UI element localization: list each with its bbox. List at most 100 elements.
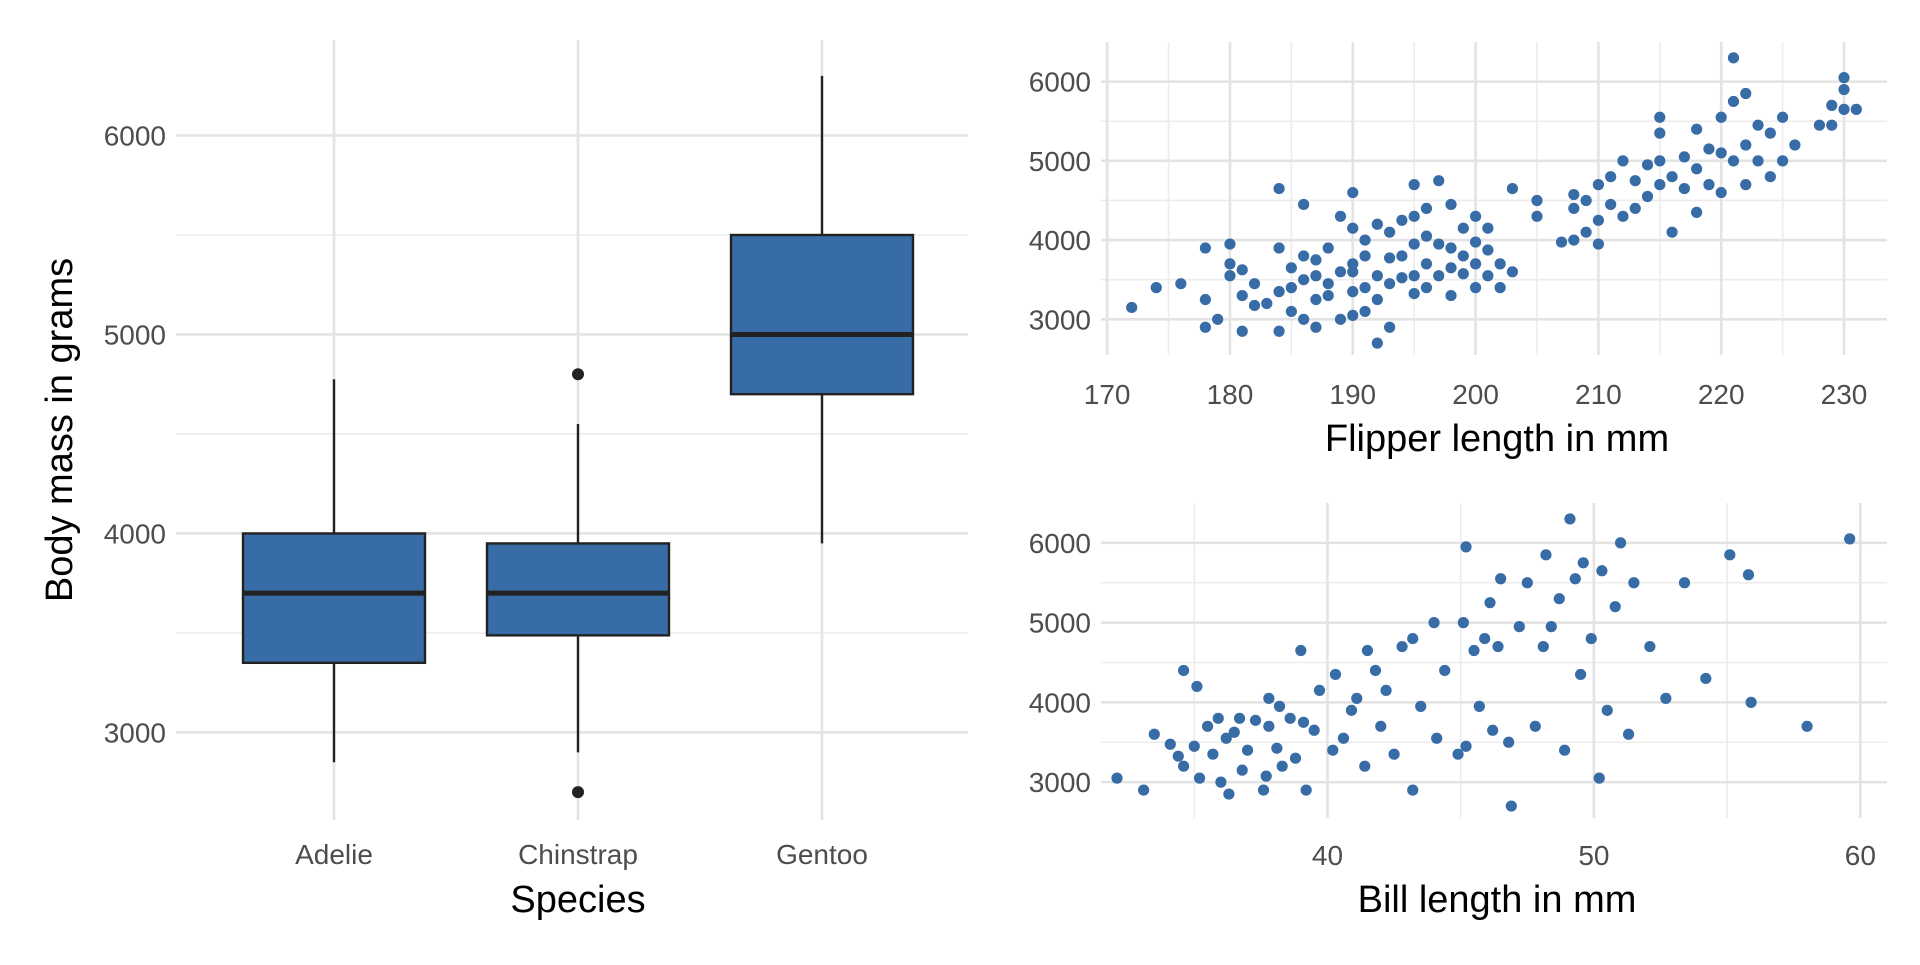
bill-point-48 [1407,632,1419,645]
bill-point-4 [1172,750,1184,762]
outlier-point-chinstrap-0 [572,786,584,799]
flip-point-90 [1555,236,1568,248]
flip-point-60 [1408,238,1420,250]
flip-point-80 [1469,210,1482,222]
bill-point-53 [1452,748,1464,760]
flip-point-27 [1310,321,1322,333]
flip-point-1 [1150,282,1162,294]
bill-point-52 [1439,664,1451,677]
flip-point-5 [1199,242,1211,254]
boxplot-x-tick-labels: Adelie Chinstrap Gentoo [295,839,868,870]
iqr-box-adelie [241,532,427,665]
bill-point-65 [1505,800,1517,812]
flip-point-77 [1469,282,1482,294]
flipper-y-tick-labels: 3000 4000 5000 6000 [1029,67,1091,336]
iqr-box-chinstrap [485,542,671,637]
flip-point-111 [1666,226,1678,238]
flip-point-126 [1740,179,1752,191]
bill-points [1111,513,1856,812]
bill-point-7 [1188,740,1200,752]
flip-point-117 [1691,123,1703,135]
boxplot-panel: 3000 4000 5000 6000 Adelie Chinstrap Gentoo S… [39,40,968,921]
flip-point-52 [1384,278,1396,290]
flip-point-123 [1727,155,1740,167]
bill-point-94 [1844,533,1856,545]
flip-point-26 [1298,198,1310,211]
bill-point-14 [1220,732,1232,744]
flip-point-128 [1740,87,1752,100]
bill-point-3 [1164,738,1176,750]
flip-point-7 [1224,270,1236,282]
flip-point-112 [1666,171,1678,183]
bill-y-tick-3: 6000 [1029,528,1091,559]
flip-point-31 [1322,289,1334,302]
bill-point-66 [1513,621,1525,633]
bill-point-21 [1257,784,1270,796]
bill-x-axis-title: Bill length in mm [1358,879,1637,921]
flip-point-116 [1691,163,1703,175]
flip-point-50 [1371,218,1383,230]
flip-point-3 [1199,321,1211,333]
flip-point-129 [1752,155,1764,167]
bill-point-16 [1228,726,1240,738]
bill-point-85 [1628,577,1640,589]
flip-point-48 [1371,293,1383,306]
bill-point-13 [1215,776,1227,788]
bill-point-88 [1678,577,1691,589]
flip-point-53 [1384,252,1396,264]
flip-point-138 [1826,99,1838,111]
bill-point-29 [1289,752,1302,764]
flip-point-22 [1285,262,1297,274]
bill-point-60 [1484,597,1496,609]
flip-point-29 [1310,270,1322,282]
flip-point-130 [1752,119,1764,131]
flip-point-100 [1605,171,1617,183]
bill-point-91 [1742,569,1755,581]
flip-x-tick-2: 190 [1329,379,1376,410]
bill-point-24 [1263,692,1275,704]
flip-point-122 [1715,111,1727,123]
bill-point-82 [1609,601,1621,613]
flip-point-59 [1408,270,1420,282]
flip-x-tick-1: 180 [1207,379,1254,410]
boxplot-x-axis-title: Species [510,879,645,921]
flip-point-37 [1347,309,1359,321]
bill-y-tick-1: 4000 [1029,687,1091,718]
bill-point-81 [1601,704,1613,716]
bill-point-58 [1473,700,1485,712]
flip-point-85 [1494,258,1506,270]
boxplot-x-tick-0: Adelie [295,839,373,870]
flip-point-131 [1764,171,1776,183]
flip-point-66 [1420,202,1433,215]
bill-point-31 [1297,716,1310,728]
bill-point-92 [1745,696,1757,708]
bill-point-42 [1369,664,1382,677]
flip-point-24 [1298,274,1310,286]
iqr-box-gentoo [729,233,915,396]
bill-point-77 [1577,557,1589,569]
boxplot-x-tick-1: Chinstrap [518,839,638,870]
flipper-points [1126,52,1862,349]
bill-point-90 [1724,549,1736,561]
bill-point-1 [1138,784,1150,796]
bill-point-49 [1415,700,1427,712]
bill-point-93 [1801,720,1813,732]
flip-point-25 [1298,250,1310,262]
flip-point-107 [1654,179,1666,191]
flip-point-10 [1236,325,1248,337]
flip-point-58 [1408,287,1420,300]
flip-point-110 [1654,111,1666,123]
flip-point-76 [1457,222,1469,234]
bill-y-tick-2: 5000 [1029,608,1091,639]
flip-point-103 [1629,202,1641,215]
flip-point-20 [1285,305,1297,318]
flip-point-14 [1248,278,1261,290]
bill-point-15 [1223,788,1235,800]
flip-point-86 [1506,266,1519,278]
bill-point-2 [1148,728,1160,740]
flip-point-57 [1396,214,1408,226]
bill-point-25 [1271,742,1283,754]
flip-y-tick-3: 6000 [1029,67,1091,98]
flip-point-81 [1482,270,1494,282]
bill-point-75 [1569,573,1581,585]
